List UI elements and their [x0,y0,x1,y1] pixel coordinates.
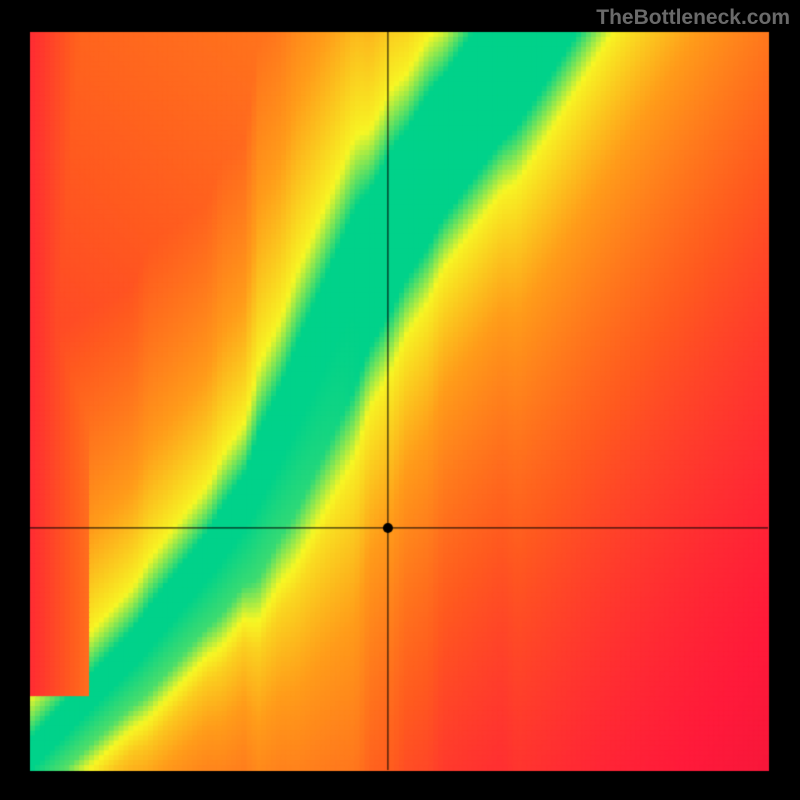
watermark-text: TheBottleneck.com [596,6,790,30]
chart-container: TheBottleneck.com [0,0,800,800]
heatmap-canvas [0,0,800,800]
